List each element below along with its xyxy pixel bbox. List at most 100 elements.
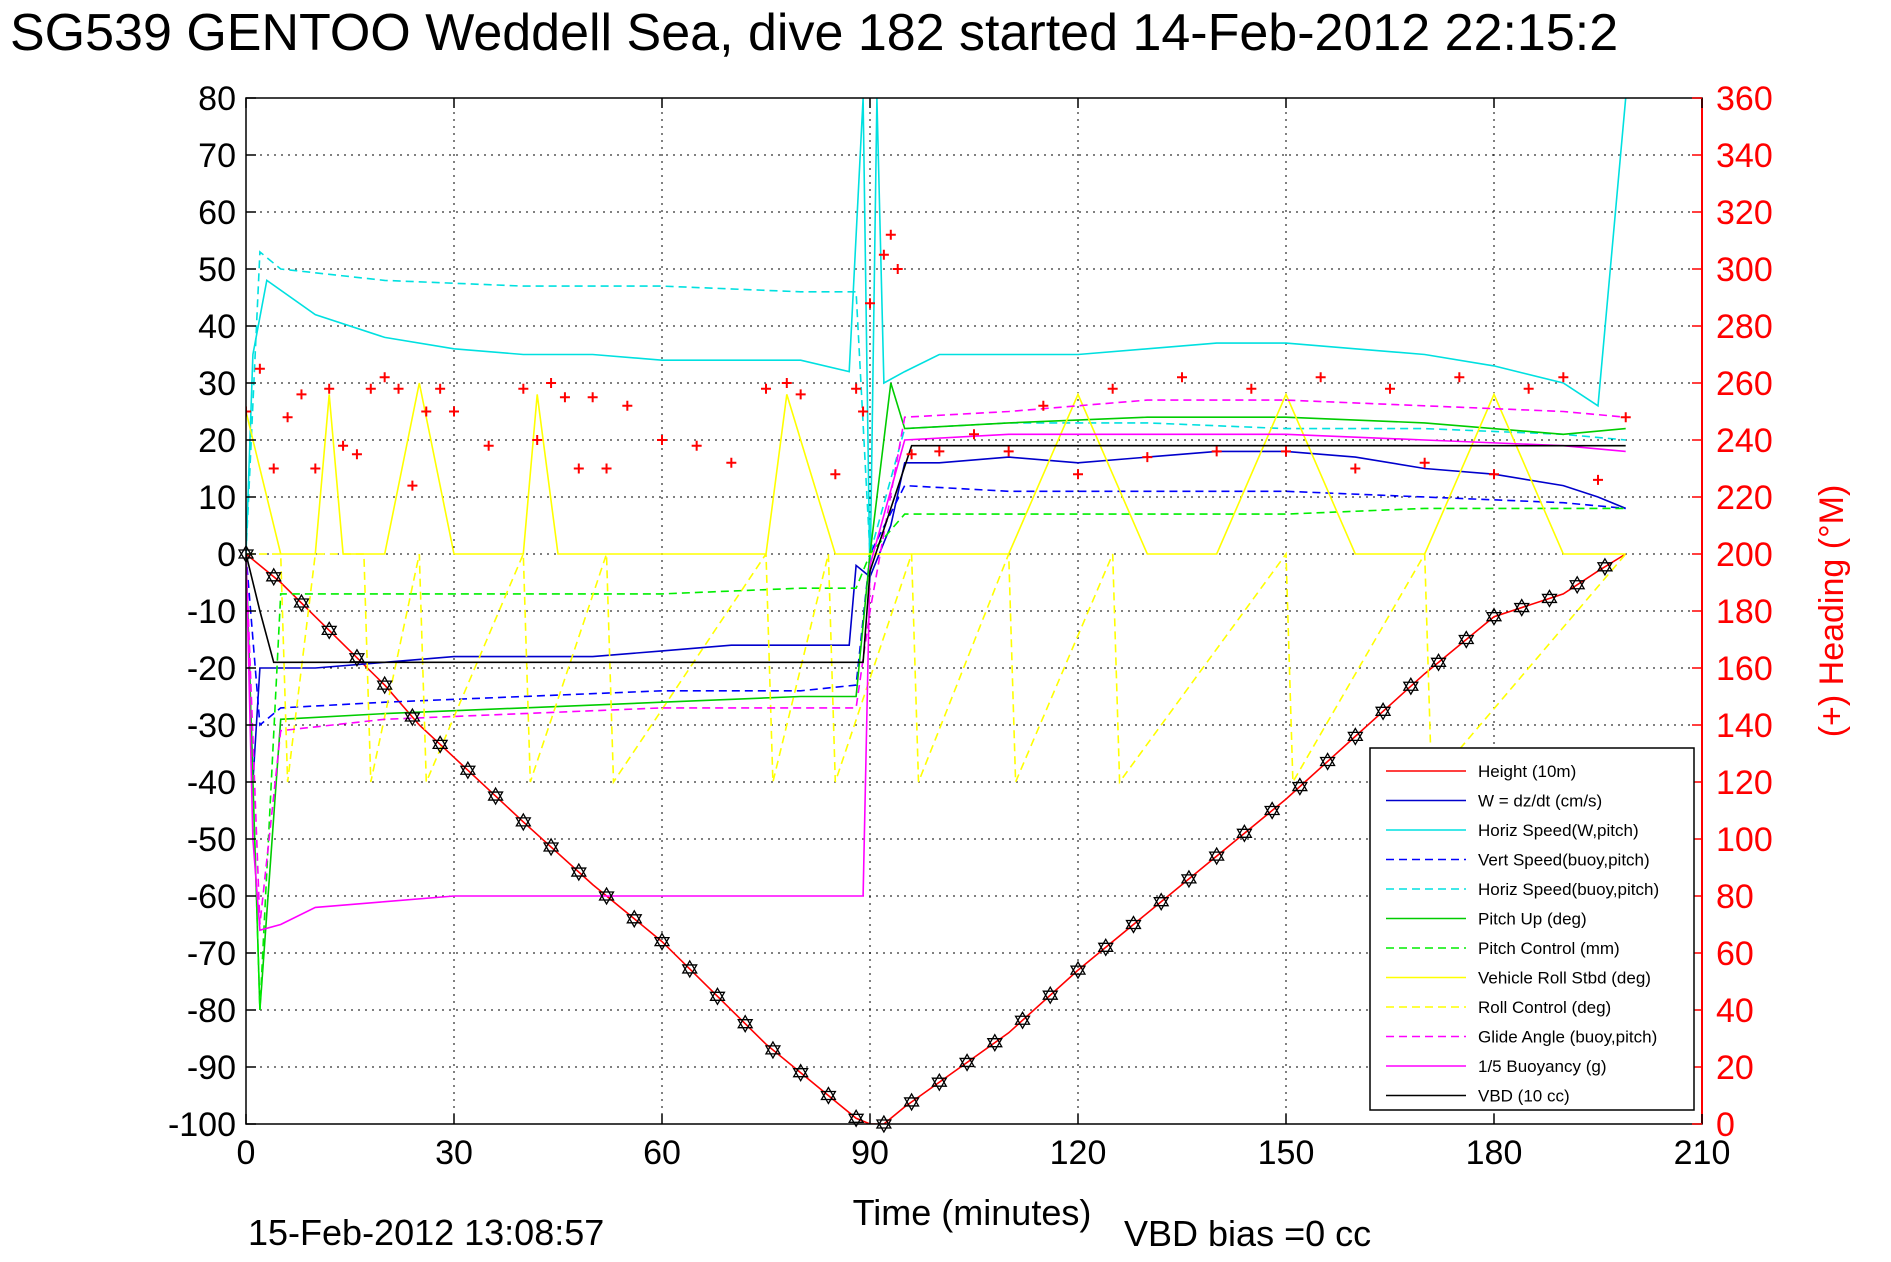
height-marker (1125, 915, 1142, 934)
legend-label-roll-control-deg: Roll Control (deg) (1478, 998, 1611, 1017)
heading-point (587, 392, 598, 403)
heading-point (622, 400, 633, 411)
heading-point (324, 383, 335, 394)
x-tick-label: 0 (237, 1134, 256, 1172)
y-right-tick-label: 360 (1716, 80, 1773, 118)
heading-point (449, 406, 459, 417)
y-tick-label: -60 (187, 878, 236, 916)
chart-title: SG539 GENTOO Weddell Sea, dive 182 start… (10, 4, 1618, 62)
heading-point (546, 378, 557, 388)
y-tick-label: 10 (198, 479, 236, 517)
height-marker (1319, 752, 1336, 771)
height-marker (1014, 1010, 1031, 1030)
series-layer (246, 98, 1631, 1124)
series-w-dz-dt-cm-s (246, 450, 1627, 783)
right-axis-label: (+) Heading (°M) (1813, 485, 1851, 738)
heading-point (1454, 372, 1465, 383)
y-tick-label: -100 (168, 1106, 236, 1144)
y-tick-label: 30 (198, 365, 236, 403)
heading-point (435, 383, 446, 394)
heading-point (1489, 469, 1499, 480)
height-marker (986, 1033, 1003, 1052)
heading-point (1350, 463, 1361, 474)
vbd-bias: VBD bias =0 cc (1124, 1213, 1371, 1254)
series-horiz-speed-w-pitch (246, 98, 1627, 583)
height-marker (1347, 727, 1364, 746)
heading-point (393, 383, 404, 394)
height-marker (1153, 892, 1170, 911)
height-marker (542, 837, 560, 857)
y-right-tick-label: 100 (1716, 821, 1773, 859)
height-marker (848, 1109, 865, 1128)
heading-point (268, 463, 279, 474)
height-marker (737, 1014, 754, 1033)
height-marker (681, 959, 698, 979)
x-tick-label: 90 (851, 1134, 889, 1172)
y-right-tick-label: 180 (1716, 593, 1773, 631)
height-marker (1485, 607, 1503, 626)
legend-label-1-5-buoyancy-g: 1/5 Buoyancy (g) (1478, 1057, 1607, 1076)
heading-point (1038, 400, 1049, 411)
heading-point (795, 389, 806, 400)
legend-label-height-10m: Height (10m) (1478, 762, 1576, 781)
height-marker (653, 932, 671, 951)
y-tick-label: -40 (187, 764, 236, 802)
series-horiz-speed-buoy-pitch (246, 250, 1626, 555)
height-marker (348, 648, 366, 668)
y-right-tick-label: 60 (1716, 935, 1754, 973)
y-tick-label: -50 (187, 821, 236, 859)
heading-point (1385, 383, 1395, 394)
legend-label-pitch-up-deg: Pitch Up (deg) (1478, 910, 1587, 929)
height-marker (1180, 869, 1198, 889)
heading-point (934, 446, 945, 457)
x-tick-label: 60 (643, 1134, 681, 1172)
heading-point (282, 412, 293, 423)
legend-label-vbd-10-cc: VBD (10 cc) (1478, 1087, 1570, 1106)
heading-point (851, 383, 862, 394)
y-tick-label: 50 (198, 251, 236, 289)
height-markers (237, 544, 1614, 1134)
y-tick-label: 40 (198, 308, 236, 346)
y-tick-label: -30 (187, 707, 236, 745)
heading-point (518, 383, 529, 394)
heading-point (532, 435, 543, 445)
height-marker (709, 987, 726, 1006)
height-marker (1541, 589, 1558, 608)
heading-point (761, 383, 771, 394)
height-marker (1513, 598, 1530, 617)
y-right-tick-label: 140 (1716, 707, 1773, 745)
y-tick-label: 20 (198, 422, 236, 460)
heading-point (1523, 383, 1534, 394)
height-marker (1458, 630, 1475, 649)
heading-point (351, 449, 362, 460)
height-marker (1291, 777, 1308, 796)
heading-point (601, 463, 612, 474)
height-marker (515, 812, 532, 832)
heading-point (1177, 372, 1187, 383)
y-right-tick-label: 300 (1716, 251, 1773, 289)
heading-point (830, 469, 841, 480)
height-marker (1236, 824, 1253, 843)
height-marker (404, 707, 421, 727)
heading-point (885, 229, 896, 240)
heading-point (878, 249, 889, 260)
series-roll-control-deg (246, 551, 1627, 785)
y-right-tick-label: 220 (1716, 479, 1773, 517)
y-right-tick-label: 340 (1716, 137, 1773, 175)
heading-point (1593, 474, 1603, 485)
y-right-tick-label: 80 (1716, 878, 1754, 916)
height-marker (1264, 801, 1281, 820)
height-marker (820, 1086, 837, 1105)
y-tick-label: -70 (187, 935, 236, 973)
heading-point (969, 429, 979, 440)
y-right-tick-label: 240 (1716, 422, 1773, 460)
height-marker (931, 1072, 948, 1092)
height-marker (1069, 960, 1087, 980)
y-right-tick-label: 200 (1716, 536, 1773, 574)
heading-point (1073, 469, 1083, 480)
heading-point (296, 389, 307, 400)
height-marker (376, 675, 393, 695)
heading-point (573, 463, 584, 474)
height-marker (903, 1092, 920, 1112)
